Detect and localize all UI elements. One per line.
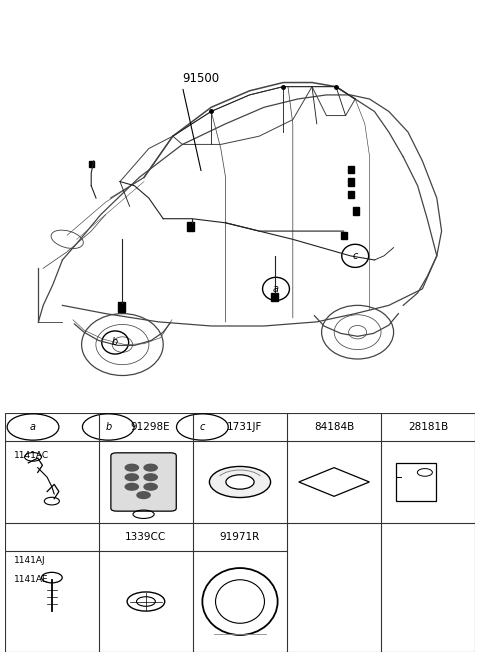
Bar bbox=[341, 232, 347, 239]
FancyBboxPatch shape bbox=[111, 453, 176, 511]
Bar bbox=[271, 293, 278, 301]
Text: 1141AE: 1141AE bbox=[14, 575, 49, 584]
Text: b: b bbox=[105, 422, 111, 432]
Text: a: a bbox=[273, 284, 279, 294]
Bar bbox=[396, 464, 436, 500]
Text: 91971R: 91971R bbox=[220, 532, 260, 542]
Circle shape bbox=[125, 464, 138, 471]
Bar bbox=[348, 166, 354, 174]
Circle shape bbox=[144, 474, 157, 481]
Text: c: c bbox=[352, 251, 358, 261]
Bar bbox=[89, 161, 94, 167]
Circle shape bbox=[209, 466, 271, 498]
Bar bbox=[348, 178, 354, 186]
Text: 1731JF: 1731JF bbox=[227, 422, 263, 432]
Text: 1141AJ: 1141AJ bbox=[14, 556, 46, 565]
Circle shape bbox=[144, 464, 157, 471]
Text: c: c bbox=[200, 422, 205, 432]
Text: 28181B: 28181B bbox=[408, 422, 448, 432]
Circle shape bbox=[226, 475, 254, 489]
Circle shape bbox=[137, 492, 150, 498]
Bar bbox=[353, 207, 359, 215]
Text: 1339CC: 1339CC bbox=[125, 532, 167, 542]
Bar bbox=[348, 191, 354, 198]
Text: 84184B: 84184B bbox=[314, 422, 354, 432]
Circle shape bbox=[125, 474, 138, 481]
Text: b: b bbox=[112, 337, 119, 348]
Circle shape bbox=[125, 483, 138, 490]
Text: a: a bbox=[30, 422, 36, 432]
Circle shape bbox=[144, 483, 157, 490]
Text: 91298E: 91298E bbox=[131, 422, 170, 432]
Bar bbox=[118, 303, 125, 312]
Bar bbox=[187, 222, 194, 231]
Text: 91500: 91500 bbox=[182, 71, 219, 84]
Text: 1141AC: 1141AC bbox=[14, 451, 49, 460]
